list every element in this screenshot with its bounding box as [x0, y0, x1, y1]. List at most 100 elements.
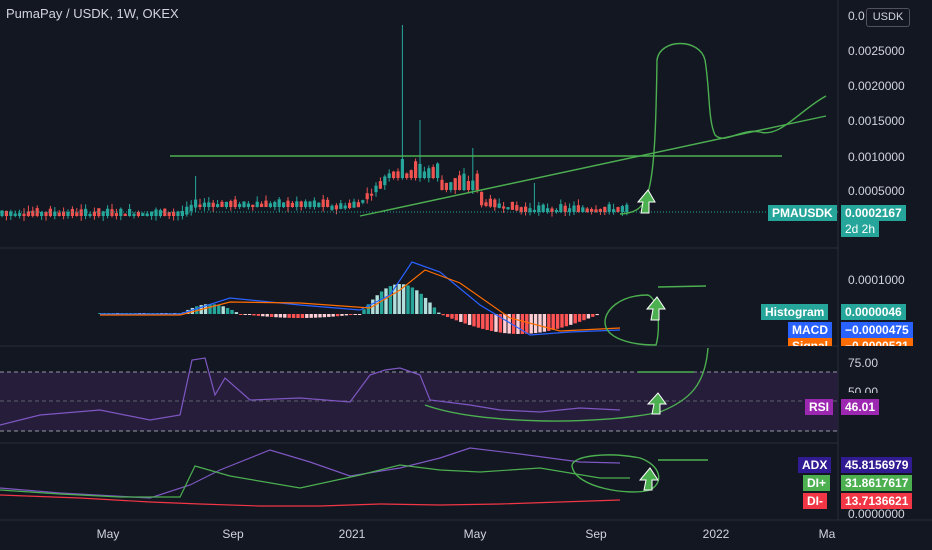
macd-histogram-bar [221, 306, 225, 314]
candle-body [194, 199, 198, 208]
candle-body [488, 198, 492, 207]
candle-body [22, 213, 26, 216]
candle-body [136, 211, 140, 216]
adx-circle-drawing[interactable] [571, 454, 660, 493]
macd-histogram-bar [265, 314, 269, 317]
candle-body [44, 211, 48, 216]
candle-body [132, 213, 136, 216]
macd-histogram-bar [247, 314, 252, 315]
macd-histogram-bar [511, 314, 516, 334]
candle-body [145, 213, 149, 216]
macd-histogram-bar [489, 314, 494, 331]
macd-target-line[interactable] [657, 285, 707, 288]
currency-button[interactable]: USDK [866, 8, 910, 27]
candle-body [84, 208, 88, 216]
macd-histogram-bar [388, 286, 393, 314]
macd-histogram-bar [234, 312, 239, 314]
candle-body [172, 211, 176, 216]
candle-body [352, 201, 356, 208]
rsi-curve-drawing[interactable] [424, 347, 709, 422]
candle-body [207, 202, 211, 207]
candle-body [370, 193, 374, 196]
symbol-tag: PMAUSDK [768, 205, 837, 221]
macd-histogram-bar [547, 314, 551, 331]
rsi-band [0, 372, 838, 431]
macd-histogram-bar [485, 314, 489, 330]
candle-body [594, 209, 598, 212]
candle-body [79, 209, 83, 216]
price-tag: 0.0002167 [841, 205, 906, 221]
candle-body [431, 167, 435, 178]
macd-histogram-bar [432, 307, 437, 314]
candle-body [453, 178, 457, 190]
candle-body [449, 182, 453, 190]
candle-body [506, 207, 510, 210]
macd-y-tick: 0.0001000 [848, 273, 905, 287]
arrow-up-icon [646, 392, 667, 415]
candle-body [572, 205, 576, 212]
macd-histogram-bar [335, 314, 340, 317]
macd-histogram-bar [239, 314, 243, 315]
y-tick-3: 0.0015000 [848, 114, 905, 128]
macd-histogram-bar [401, 284, 406, 314]
macd-histogram-bar [296, 314, 300, 318]
candle-body [224, 201, 228, 207]
candle-body [106, 208, 110, 216]
macd-line [100, 261, 621, 336]
macd-histogram-bar [459, 314, 463, 322]
candle-body [436, 163, 440, 178]
candle-body [532, 209, 536, 212]
candle-body [603, 206, 607, 212]
candle-body [462, 173, 466, 190]
macd-histogram-bar [212, 304, 217, 314]
macd-histogram-bar [283, 314, 287, 318]
macd-histogram-bar [261, 314, 265, 317]
candle-body [374, 185, 378, 193]
candle-body [286, 200, 290, 207]
macd-histogram-bar [564, 314, 569, 327]
macd-histogram-bar [406, 285, 410, 314]
macd-histogram-bar [503, 314, 507, 334]
macd-histogram-bar [340, 314, 344, 316]
macd-histogram-bar [595, 314, 599, 316]
y-tick-1: 0.0025000 [848, 44, 905, 58]
macd-histogram-bar [362, 309, 366, 314]
candle-body [480, 191, 484, 206]
macd-histogram-bar [252, 314, 256, 316]
candle-body [418, 163, 422, 178]
macd-histogram-bar [542, 314, 547, 332]
candle-body [273, 202, 277, 207]
macd-histogram-bar [415, 290, 419, 314]
candle-body [563, 205, 567, 212]
diminus-value: 13.7136621 [841, 493, 913, 509]
macd-histogram-bar [322, 314, 327, 318]
candle-body [471, 180, 475, 190]
candle-body [590, 208, 594, 212]
macd-histogram-bar [278, 314, 283, 318]
candlestick-series [0, 25, 629, 221]
candle-body [405, 173, 409, 178]
candle-body [150, 211, 154, 216]
signal-value: −0.0000521 [841, 338, 913, 346]
arrow-up-icon [638, 467, 659, 491]
projected-path-drawing[interactable] [619, 42, 827, 215]
macd-value: −0.0000475 [841, 322, 913, 338]
adx-label: ADX [798, 457, 832, 473]
macd-histogram-bar [313, 314, 318, 318]
candle-body [0, 210, 4, 216]
macd-histogram-bar [344, 314, 349, 316]
candle-body [541, 204, 545, 212]
candle-body [62, 211, 66, 216]
candle-body [167, 212, 171, 216]
diminus-label: DI- [803, 493, 827, 509]
candle-body [110, 209, 114, 216]
candle-body [13, 213, 17, 216]
candle-body [559, 204, 563, 212]
x-tick-0: May [96, 527, 120, 541]
macd-circle-drawing[interactable] [604, 294, 660, 346]
macd-histogram-bar [555, 314, 560, 329]
x-tick-4: Sep [585, 527, 607, 541]
x-tick-2: 2021 [338, 527, 366, 541]
candle-body [585, 208, 589, 212]
